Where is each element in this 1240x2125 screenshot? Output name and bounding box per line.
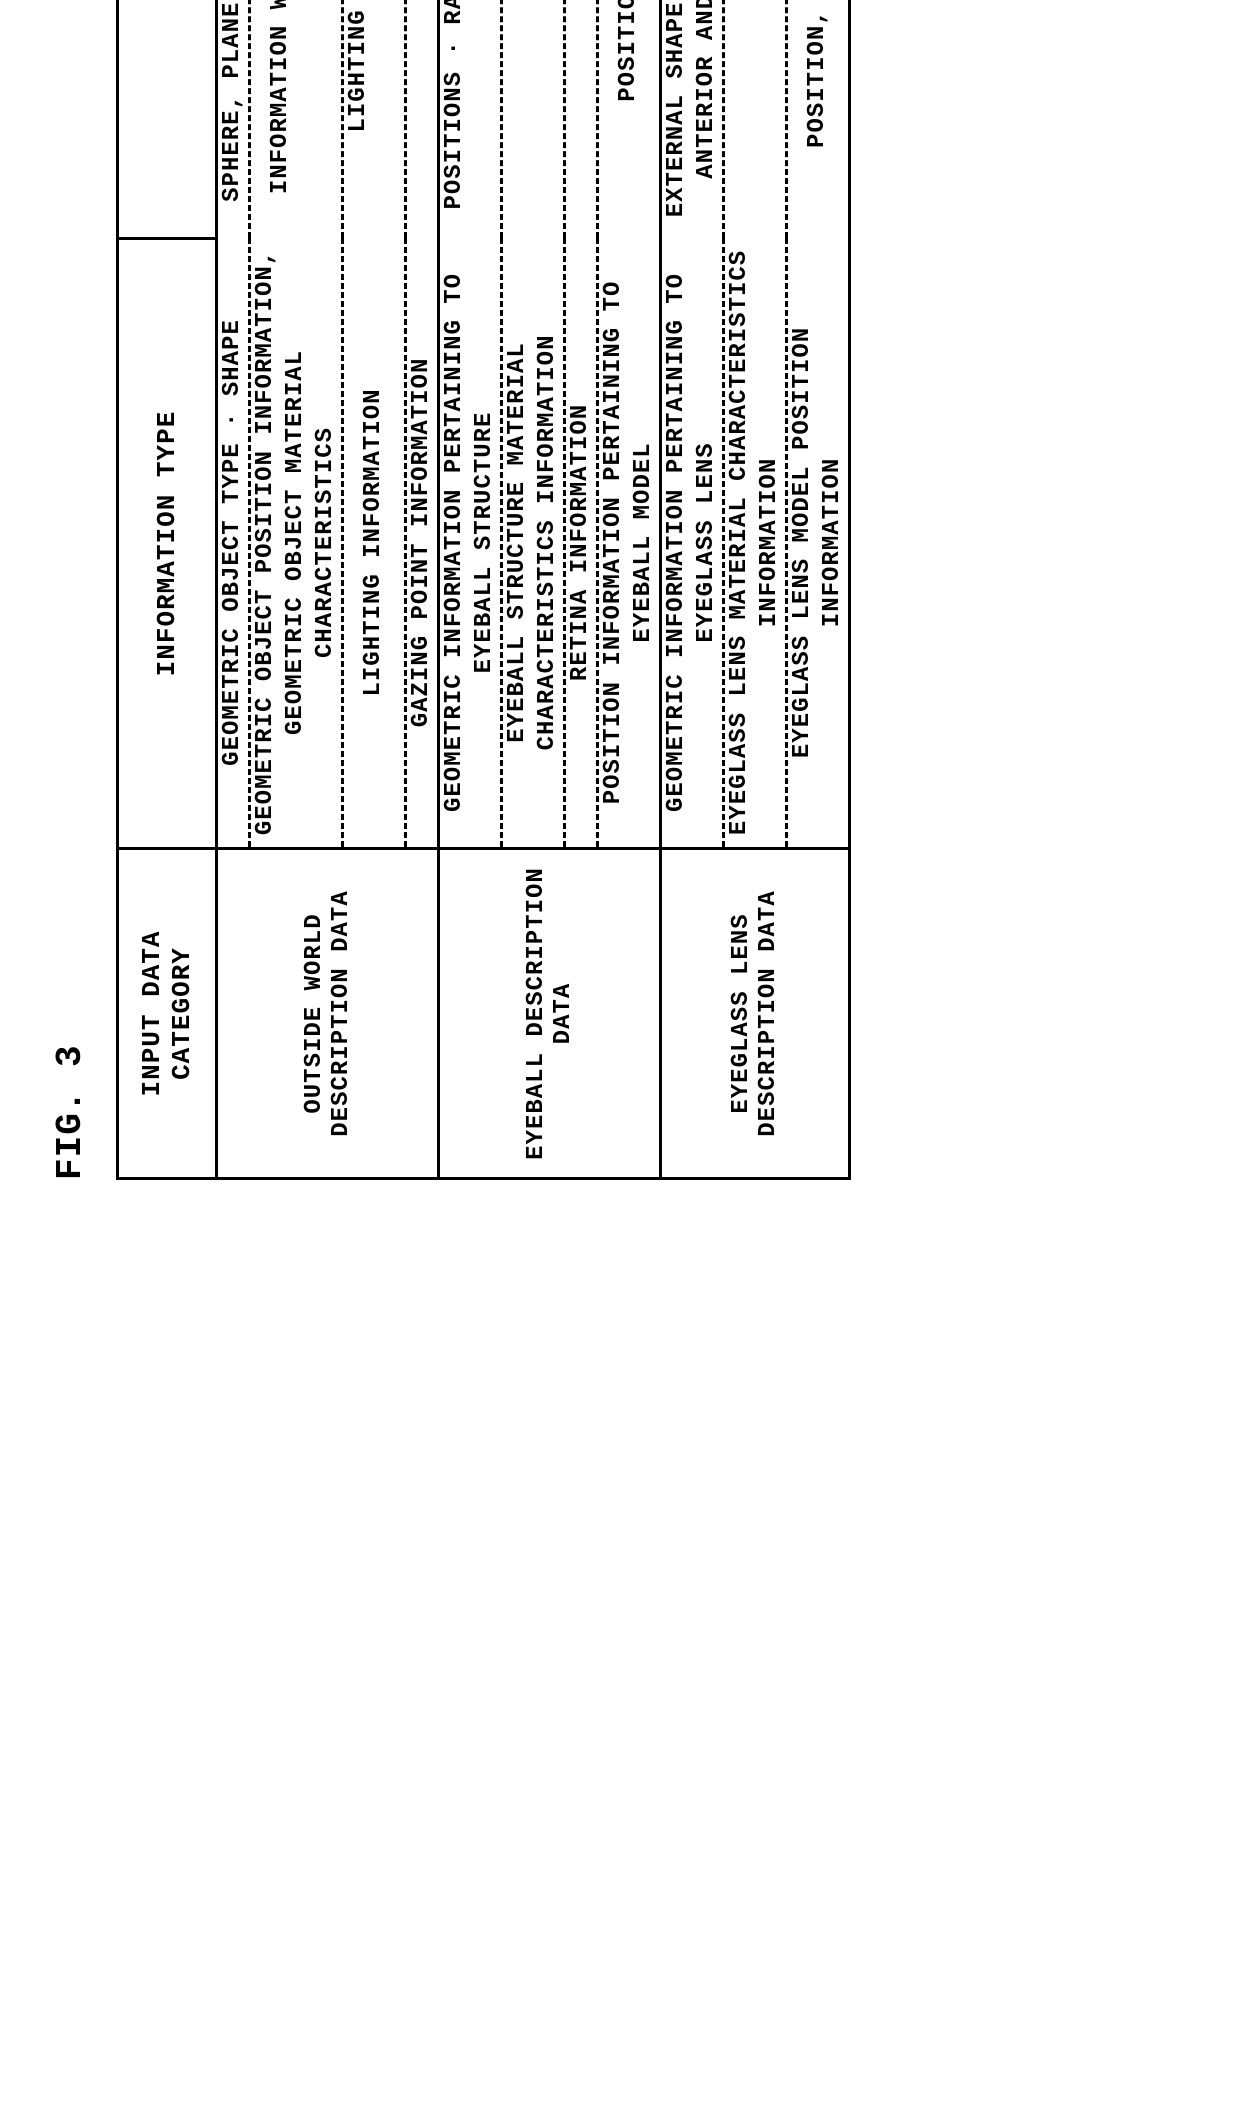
group-body: GEOMETRIC INFORMATION PERTAINING TO EYEB…	[439, 0, 661, 849]
category-cell: EYEGLASS LENS DESCRIPTION DATA	[661, 849, 850, 1179]
info-type-cell: EYEGLASS LENS MODEL POSITION INFORMATION	[787, 238, 849, 847]
header-contents: CONTENTS	[118, 0, 217, 239]
info-type-cell: GEOMETRIC OBJECT POSITION INFORMATION, G…	[250, 238, 343, 847]
header-info-type: INFORMATION TYPE	[118, 239, 217, 849]
contents-cell: REFRACTIVE INDEX, ETC.	[724, 0, 787, 238]
info-type-cell: POSITION INFORMATION PERTAINING TO EYEBA…	[598, 238, 660, 847]
header-category: INPUT DATA CATEGORY	[118, 849, 217, 1179]
info-type-cell: RETINA INFORMATION	[565, 238, 598, 847]
contents-cell: GAZING POINT POSITION, ETC.	[406, 0, 438, 238]
contents-cell: SPHERE, PLANE, CYLINDRICAL SURFACE, CUBE…	[218, 0, 250, 238]
contents-cell: INFORMATION WITH RESPECT TO REFLECTANCE …	[250, 0, 343, 238]
info-type-cell: GAZING POINT INFORMATION	[406, 238, 438, 847]
contents-cell: LIGHTING POSITION, ILLUMINATING LIGHT CO…	[343, 0, 406, 238]
group-body: GEOMETRIC INFORMATION PERTAINING TO EYEG…	[661, 0, 850, 849]
description-data-table: INPUT DATA CATEGORY INFORMATION TYPE CON…	[116, 0, 851, 1180]
info-type-cell: GEOMETRIC OBJECT TYPE · SHAPE	[218, 238, 250, 847]
group-body: GEOMETRIC OBJECT TYPE · SHAPESPHERE, PLA…	[217, 0, 439, 849]
contents-cell: EXTERNAL SHAPE INFORMATION, CENTRAL THIC…	[662, 0, 724, 238]
info-type-cell: GEOMETRIC INFORMATION PERTAINING TO EYEG…	[662, 238, 724, 847]
figure-label: FIG. 3	[50, 60, 91, 1180]
category-cell: EYEBALL DESCRIPTION DATA	[439, 849, 661, 1179]
info-type-cell: EYEGLASS LENS MATERIAL CHARACTERISTICS I…	[724, 238, 787, 847]
info-type-cell: EYEBALL STRUCTURE MATERIAL CHARACTERISTI…	[502, 238, 565, 847]
info-type-cell: LIGHTING INFORMATION	[343, 238, 406, 847]
info-type-cell: GEOMETRIC INFORMATION PERTAINING TO EYEB…	[440, 238, 502, 847]
contents-cell: RETINA PROJECTION RANGE, ETC.	[565, 0, 598, 238]
contents-cell: POSITION, ORIENTATION AND THE LIKE OF EY…	[598, 0, 660, 238]
contents-cell: POSITIONS · RADII OF CURVATURE OF LENS, …	[440, 0, 502, 238]
category-cell: OUTSIDE WORLD DESCRIPTION DATA	[217, 849, 439, 1179]
contents-cell: REFRACTIVE INDEX, ETC.	[502, 0, 565, 238]
contents-cell: POSITION, ORIENTATION AND THE LIKE OF EY…	[787, 0, 849, 238]
